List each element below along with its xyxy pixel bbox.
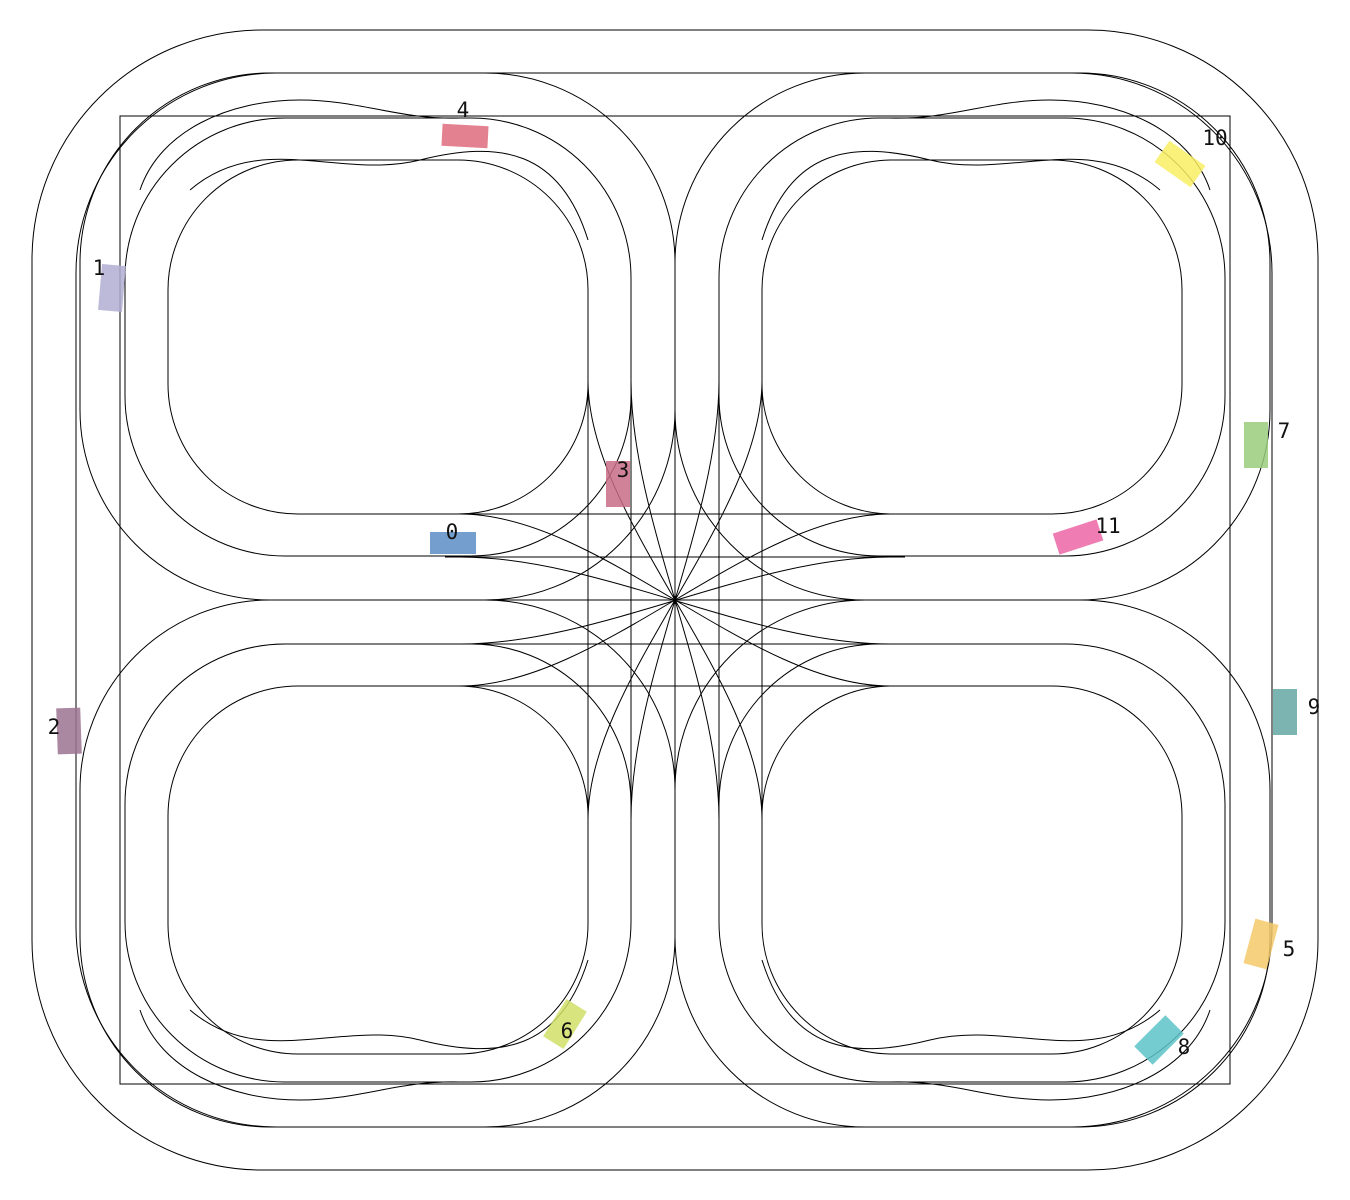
loop-top-right-inner-edge bbox=[761, 159, 1183, 515]
vehicle-10: 10 bbox=[1154, 126, 1228, 188]
vehicle-0: 0 bbox=[430, 520, 476, 554]
vehicle-4-label: 4 bbox=[457, 98, 470, 122]
loop-bottom-right-inner-edge bbox=[761, 685, 1183, 1055]
vehicle-1: 1 bbox=[93, 256, 126, 312]
vehicle-1-label: 1 bbox=[93, 256, 106, 280]
vehicle-5-marker bbox=[1243, 918, 1279, 970]
vehicle-5: 5 bbox=[1243, 918, 1296, 970]
loop-bottom-right-outer-edge bbox=[674, 599, 1271, 1128]
vehicle-8: 8 bbox=[1134, 1015, 1191, 1065]
loop-bottom-left-lane-edge bbox=[124, 643, 632, 1083]
vehicle-7: 7 bbox=[1244, 419, 1290, 468]
vehicle-2-label: 2 bbox=[48, 715, 61, 739]
vehicle-6-marker bbox=[543, 998, 587, 1050]
vehicle-8-marker bbox=[1134, 1015, 1184, 1065]
vehicle-1-marker bbox=[98, 264, 126, 312]
loop-bottom-left-outer-edge bbox=[79, 599, 676, 1128]
vehicle-5-label: 5 bbox=[1283, 937, 1296, 961]
vehicle-3-marker bbox=[606, 461, 630, 507]
outer-square-loop bbox=[119, 115, 1231, 1085]
vehicle-9-marker bbox=[1273, 689, 1297, 735]
vehicle-8-label: 8 bbox=[1178, 1035, 1191, 1059]
vehicle-11-label: 11 bbox=[1095, 514, 1120, 538]
vehicle-11: 11 bbox=[1052, 514, 1121, 555]
vehicle-6-label: 6 bbox=[561, 1019, 574, 1043]
loop-top-left-outer-edge bbox=[79, 72, 676, 601]
vehicle-2-marker bbox=[56, 707, 82, 755]
vehicle-2: 2 bbox=[48, 707, 82, 755]
vehicle-3: 3 bbox=[606, 458, 630, 507]
vehicle-9: 9 bbox=[1273, 689, 1320, 735]
loop-top-left-lane-edge bbox=[124, 117, 632, 557]
vehicle-11-marker bbox=[1052, 519, 1104, 555]
loop-top-right-lane-edge bbox=[718, 117, 1226, 557]
center-diagonal-connectors bbox=[459, 379, 891, 821]
track-network bbox=[31, 29, 1319, 1171]
outer-ring-outer-edge bbox=[31, 29, 1319, 1171]
loop-bottom-right-lane-edge bbox=[718, 643, 1226, 1083]
vehicle-10-label: 10 bbox=[1202, 126, 1227, 150]
vehicle-6: 6 bbox=[543, 998, 587, 1050]
vehicle-10-marker bbox=[1154, 140, 1206, 188]
vehicle-7-label: 7 bbox=[1278, 419, 1291, 443]
vehicle-9-label: 9 bbox=[1308, 695, 1321, 719]
vehicle-4-marker bbox=[441, 123, 489, 149]
loop-bottom-left-inner-edge bbox=[167, 685, 589, 1055]
vehicles-layer: 0 1 2 3 4 5 6 7 8 9 10 11 bbox=[48, 98, 1320, 1065]
loop-top-left-inner-edge bbox=[167, 159, 589, 515]
vehicle-0-marker bbox=[430, 532, 476, 554]
inner-wavy-curves bbox=[139, 99, 1211, 1101]
vehicle-3-label: 3 bbox=[617, 458, 630, 482]
vehicle-7-marker bbox=[1244, 422, 1268, 468]
outer-ring-inner-edge bbox=[75, 72, 1273, 1128]
vehicle-4: 4 bbox=[441, 98, 489, 149]
vehicle-0-label: 0 bbox=[446, 520, 459, 544]
